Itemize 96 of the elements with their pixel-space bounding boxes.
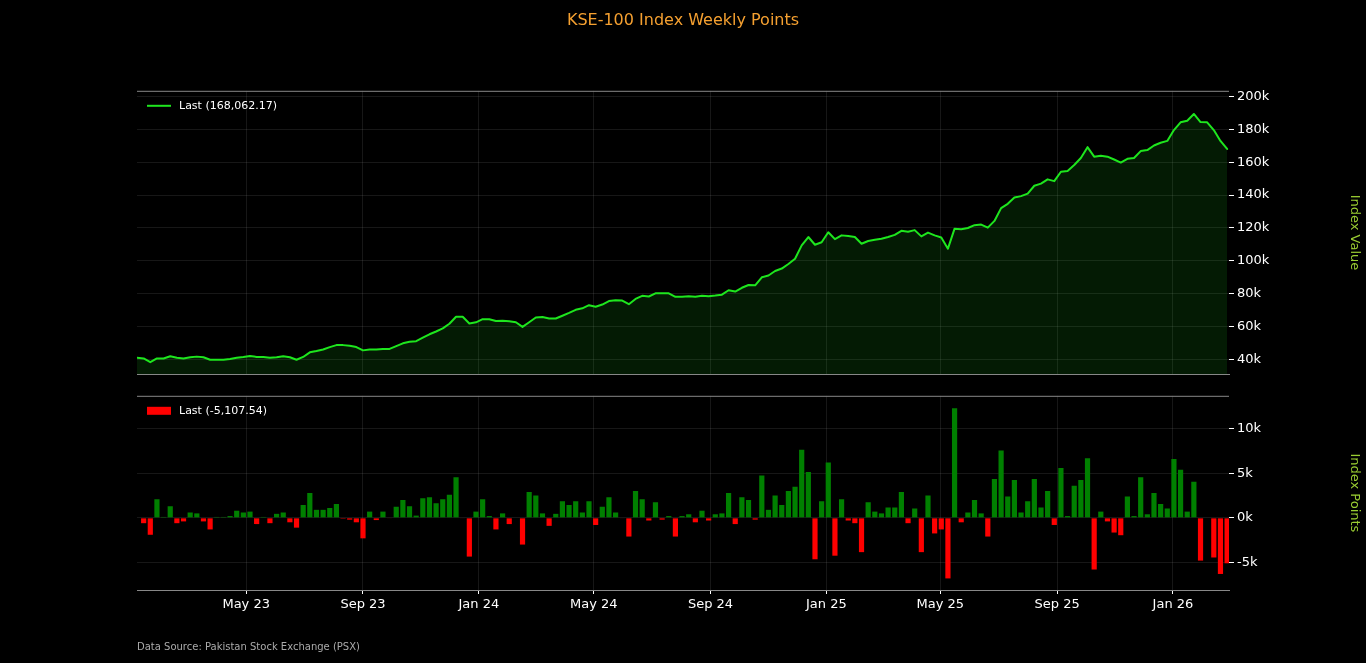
bar xyxy=(745,500,752,518)
bar xyxy=(180,518,187,522)
bar xyxy=(333,504,339,518)
x-tick-label: Jan 24 xyxy=(457,596,500,612)
bar xyxy=(200,518,207,522)
bar xyxy=(539,513,546,518)
y-tick-label: 120k xyxy=(1237,219,1270,235)
bar xyxy=(905,518,911,524)
legend-label: Last (168,062.17) xyxy=(179,98,277,112)
bar xyxy=(925,495,931,518)
bar xyxy=(1197,518,1204,561)
bar xyxy=(706,518,712,521)
bar xyxy=(825,462,831,518)
y-axis-title: Index Value xyxy=(1347,194,1363,271)
bar xyxy=(632,491,639,518)
y-tick-label: 10k xyxy=(1237,420,1262,436)
bar xyxy=(985,518,991,537)
legend-label: Last (-5,107.54) xyxy=(179,403,267,417)
bar xyxy=(147,518,153,535)
bar xyxy=(167,506,173,518)
source-note: Data Source: Pakistan Stock Exchange (PSX) xyxy=(137,641,360,652)
y-tick-label: 5k xyxy=(1237,464,1254,480)
x-tick-label: May 25 xyxy=(916,596,965,612)
bar xyxy=(639,499,645,518)
bar xyxy=(380,511,386,518)
bar xyxy=(546,518,552,526)
x-tick-label: Sep 25 xyxy=(1034,596,1080,612)
y-tick-label: 160k xyxy=(1237,153,1270,169)
bar xyxy=(699,510,705,518)
bar xyxy=(313,509,320,518)
bar xyxy=(1217,518,1224,574)
bar xyxy=(672,518,678,537)
bar xyxy=(965,512,971,518)
y-tick-label: 0k xyxy=(1237,509,1254,525)
bar xyxy=(154,499,160,518)
y-tick-label: 100k xyxy=(1237,252,1270,268)
bar xyxy=(506,518,512,525)
bar xyxy=(1104,518,1111,522)
bar xyxy=(499,513,506,518)
bar xyxy=(958,518,964,523)
bar xyxy=(692,518,698,523)
y-tick-label: -5k xyxy=(1237,553,1258,569)
x-tick-label: May 24 xyxy=(569,596,618,612)
bar xyxy=(918,518,924,553)
bar xyxy=(1211,518,1217,558)
bar xyxy=(971,500,978,518)
bar xyxy=(812,518,818,560)
bar xyxy=(805,471,811,518)
x-tick-label: Jan 26 xyxy=(1151,596,1194,612)
bar xyxy=(207,518,213,530)
bar xyxy=(1084,458,1091,518)
bar xyxy=(174,518,180,524)
x-tick-label: Sep 24 xyxy=(687,596,734,612)
y-tick-label: 200k xyxy=(1237,87,1270,103)
bar xyxy=(912,508,918,518)
bar xyxy=(932,518,938,534)
bar xyxy=(878,513,885,518)
x-tick-label: Sep 23 xyxy=(340,596,386,612)
bar xyxy=(759,475,765,518)
bar xyxy=(991,479,998,518)
bar xyxy=(951,408,958,518)
bar xyxy=(287,518,293,523)
bar xyxy=(493,518,499,530)
y-tick-label: 80k xyxy=(1237,285,1262,301)
bar xyxy=(858,518,865,553)
bar xyxy=(739,497,745,518)
y-axis-title: Index Points xyxy=(1347,453,1363,533)
bar xyxy=(466,518,472,557)
bar xyxy=(978,513,984,518)
bar xyxy=(593,518,599,525)
bar xyxy=(267,518,273,524)
bar xyxy=(732,518,738,525)
bar xyxy=(626,518,632,537)
bar xyxy=(819,501,825,518)
x-tick-label: Jan 25 xyxy=(805,596,847,612)
y-tick-label: 180k xyxy=(1237,120,1270,136)
bar xyxy=(280,512,286,518)
bar xyxy=(406,506,413,518)
bar xyxy=(293,518,300,528)
y-tick-label: 40k xyxy=(1237,350,1262,366)
bar xyxy=(254,518,260,525)
bar xyxy=(426,497,433,518)
x-tick-label: May 23 xyxy=(222,596,270,612)
bar xyxy=(1091,518,1097,570)
chart-title: KSE-100 Index Weekly Points xyxy=(565,10,801,29)
bar xyxy=(898,492,904,518)
bar xyxy=(1051,518,1057,525)
bar xyxy=(652,502,659,518)
bar xyxy=(519,518,526,545)
bar xyxy=(141,518,147,524)
y-tick-label: 60k xyxy=(1237,317,1262,333)
y-tick-label: 140k xyxy=(1237,186,1270,202)
bar xyxy=(765,509,772,518)
bar xyxy=(646,518,652,521)
bar xyxy=(838,499,845,518)
bar xyxy=(832,518,838,556)
